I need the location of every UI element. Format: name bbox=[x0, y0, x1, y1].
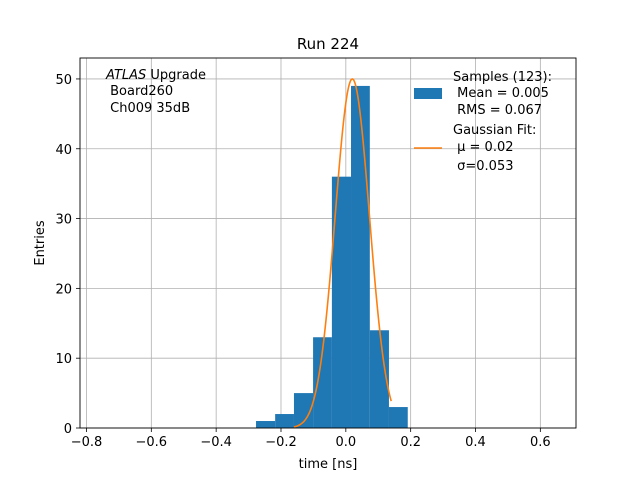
histogram-bar bbox=[293, 393, 314, 428]
legend-histogram-line-3: RMS = 0.067 bbox=[453, 103, 542, 118]
y-axis-label: Entries bbox=[33, 220, 48, 266]
upgrade-label: Upgrade bbox=[146, 68, 206, 83]
legend: Samples (123): Mean = 0.005 RMS = 0.067 … bbox=[414, 70, 552, 174]
y-tick-label: 40 bbox=[55, 143, 72, 158]
histogram-bar bbox=[313, 337, 332, 428]
legend-histogram-line-2: Mean = 0.005 bbox=[453, 86, 549, 101]
y-tick-label: 0 bbox=[64, 422, 72, 437]
y-tick-label: 20 bbox=[55, 282, 72, 297]
histogram-bar bbox=[331, 176, 352, 428]
y-axis-ticks: 0 10 20 30 40 50 bbox=[55, 73, 80, 437]
x-axis-label: time [ns] bbox=[299, 457, 358, 472]
y-tick-label: 30 bbox=[55, 213, 72, 228]
annotation-line-3: Ch009 35dB bbox=[106, 101, 190, 116]
legend-fit-line-3: σ=0.053 bbox=[453, 159, 513, 174]
x-tick-label: −0.4 bbox=[200, 435, 232, 450]
atlas-label: ATLAS bbox=[105, 68, 146, 83]
x-tick-label: 0.2 bbox=[400, 435, 421, 450]
histogram-bar bbox=[351, 85, 370, 428]
plot-frame bbox=[79, 57, 577, 429]
y-tick-label: 10 bbox=[55, 352, 72, 367]
x-tick-label: 0.0 bbox=[335, 435, 356, 450]
legend-fit-line-2: μ = 0.02 bbox=[453, 140, 514, 155]
annotation-block: ATLAS Upgrade Board260 Ch009 35dB bbox=[105, 68, 206, 116]
histogram-bar bbox=[369, 330, 389, 428]
legend-histogram-line-1: Samples (123): bbox=[453, 70, 552, 85]
chart-title: Run 224 bbox=[297, 35, 359, 53]
x-tick-label: −0.2 bbox=[265, 435, 297, 450]
annotation-line-1: ATLAS Upgrade bbox=[105, 68, 206, 83]
x-tick-label: 0.4 bbox=[465, 435, 486, 450]
legend-fit-line-1: Gaussian Fit: bbox=[453, 123, 536, 138]
y-tick-label: 50 bbox=[55, 73, 72, 88]
legend-histogram-swatch bbox=[414, 88, 442, 99]
annotation-line-2: Board260 bbox=[106, 84, 173, 99]
histogram-bar bbox=[388, 407, 408, 428]
histogram-bar bbox=[256, 421, 276, 428]
histogram-bar bbox=[275, 414, 294, 428]
x-axis-ticks: −0.8 −0.6 −0.4 −0.2 0.0 0.2 0.4 0.6 bbox=[71, 428, 551, 450]
gaussian-fit-curve bbox=[293, 78, 392, 428]
x-tick-label: −0.8 bbox=[71, 435, 103, 450]
x-tick-label: −0.6 bbox=[136, 435, 168, 450]
x-tick-label: 0.6 bbox=[530, 435, 551, 450]
